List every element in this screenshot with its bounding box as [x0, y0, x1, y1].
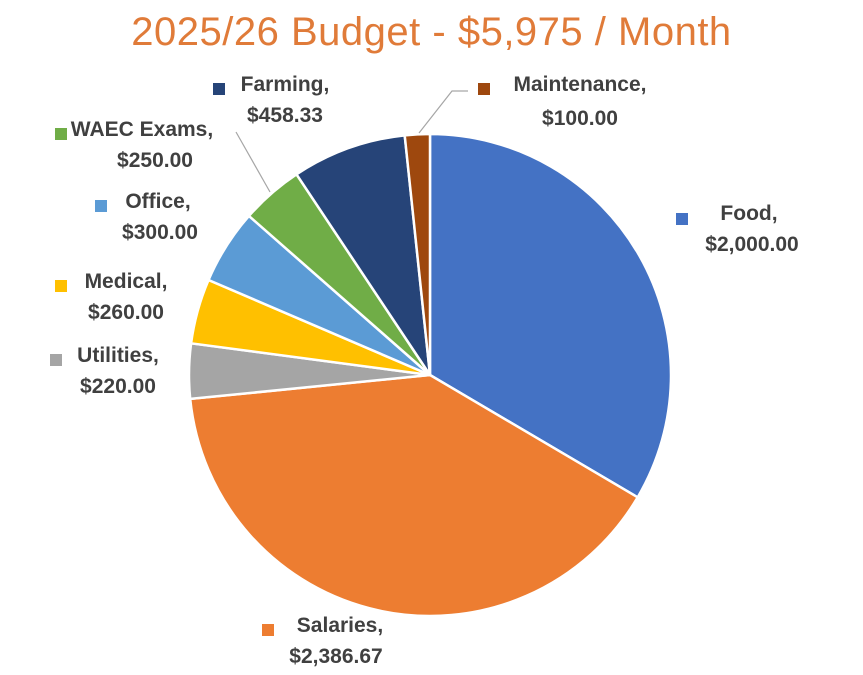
pie-slice-salaries [188, 373, 639, 618]
label-marker-farming [213, 83, 225, 95]
data-label-name-office: Office, [125, 190, 190, 213]
data-label-value-medical: $260.00 [88, 301, 164, 324]
data-label-name-maintenance: Maintenance, [513, 73, 646, 96]
label-marker-office [95, 200, 107, 212]
data-label-value-salaries: $2,386.67 [289, 645, 382, 668]
data-label-name-medical: Medical, [85, 270, 168, 293]
data-label-value-farming: $458.33 [247, 104, 323, 127]
data-label-value-maintenance: $100.00 [542, 107, 618, 130]
leader-line-waec-exams [235, 131, 271, 193]
label-marker-maintenance [478, 83, 490, 95]
data-label-name-utilities: Utilities, [77, 344, 159, 367]
label-marker-food [676, 213, 688, 225]
pie-slice-farming [295, 134, 432, 377]
label-marker-waec-exams [55, 128, 67, 140]
pie-slice-food [428, 132, 673, 499]
leader-line-maintenance [418, 90, 468, 134]
label-marker-utilities [50, 354, 62, 366]
data-label-value-office: $300.00 [122, 221, 198, 244]
data-label-value-waec-exams: $250.00 [117, 149, 193, 172]
data-label-name-farming: Farming, [241, 73, 330, 96]
data-label-value-utilities: $220.00 [80, 375, 156, 398]
pie-slice-maintenance [403, 132, 432, 377]
label-marker-salaries [262, 624, 274, 636]
data-label-value-food: $2,000.00 [705, 233, 798, 256]
chart-title: 2025/26 Budget - $5,975 / Month [131, 10, 732, 54]
data-label-name-food: Food, [720, 202, 777, 225]
data-label-name-waec-exams: WAEC Exams, [71, 118, 213, 141]
label-marker-medical [55, 280, 67, 292]
data-label-name-salaries: Salaries, [297, 614, 383, 637]
